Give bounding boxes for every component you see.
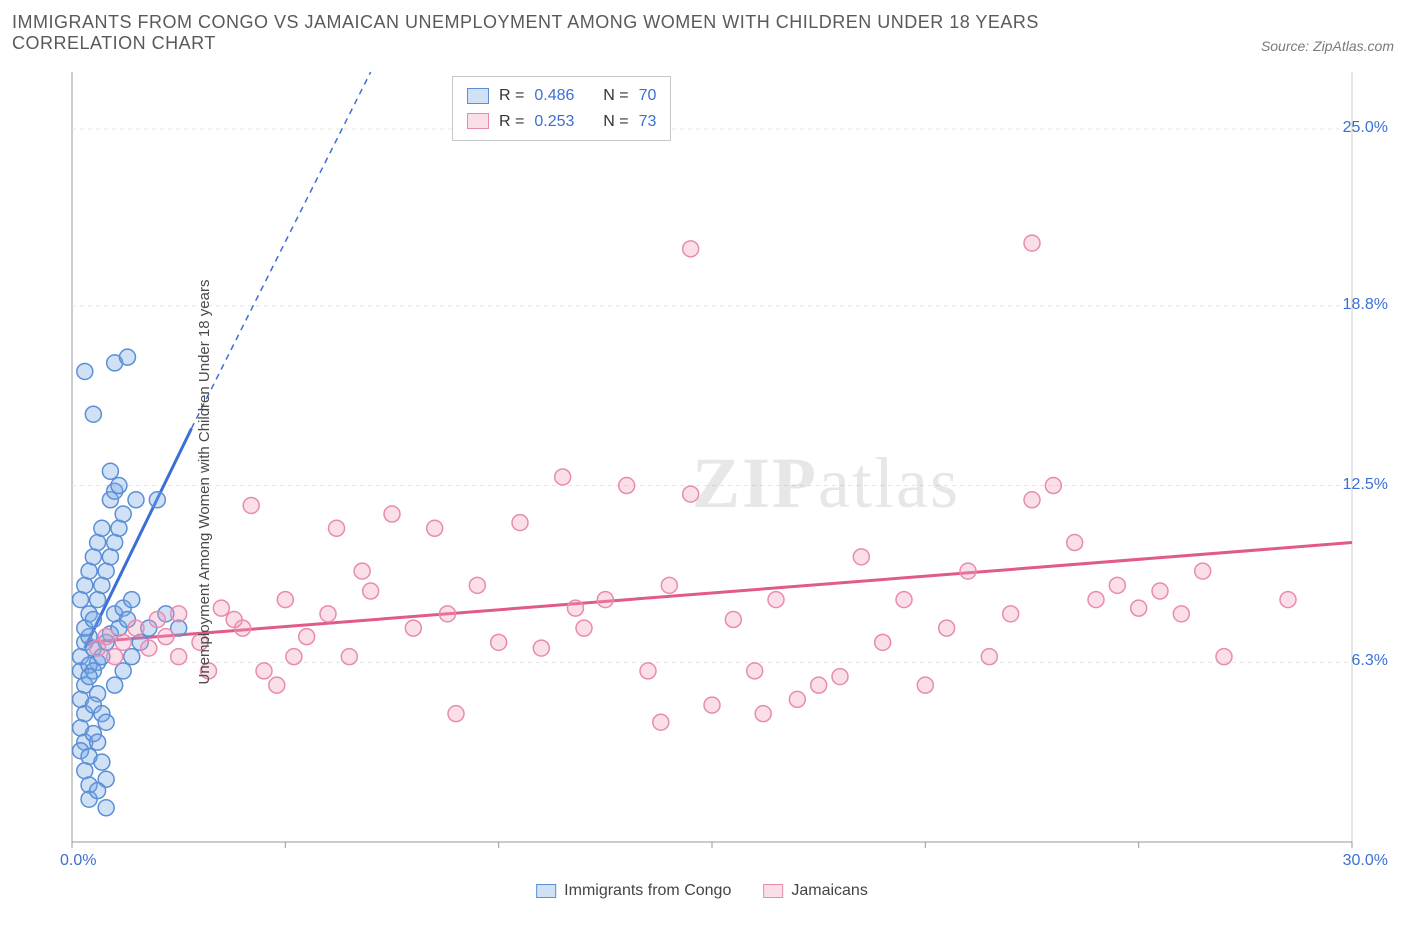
- x-axis-legend: Immigrants from Congo Jamaicans: [536, 882, 868, 900]
- x-tick-label: 30.0%: [1343, 852, 1388, 870]
- y-tick-label: 18.8%: [1343, 296, 1388, 314]
- x-swatch-jamaican: [763, 884, 783, 898]
- x-legend-label-1: Immigrants from Congo: [564, 882, 731, 900]
- chart-source: Source: ZipAtlas.com: [1261, 38, 1394, 54]
- stats-legend: R = 0.486 N = 70 R = 0.253 N = 73: [452, 76, 671, 141]
- y-axis-label: Unemployment Among Women with Children U…: [196, 280, 213, 685]
- chart-container: Unemployment Among Women with Children U…: [12, 62, 1392, 902]
- legend-row-1: R = 0.486 N = 70: [467, 83, 656, 109]
- scatter-plot-svg: [12, 62, 1392, 872]
- chart-title: IMMIGRANTS FROM CONGO VS JAMAICAN UNEMPL…: [12, 12, 1112, 54]
- y-tick-label: 6.3%: [1352, 652, 1388, 670]
- y-tick-label: 25.0%: [1343, 119, 1388, 137]
- x-tick-label: 0.0%: [60, 852, 96, 870]
- swatch-jamaican: [467, 113, 489, 129]
- y-tick-label: 12.5%: [1343, 476, 1388, 494]
- legend-row-2: R = 0.253 N = 73: [467, 109, 656, 135]
- swatch-congo: [467, 88, 489, 104]
- x-swatch-congo: [536, 884, 556, 898]
- x-legend-label-2: Jamaicans: [791, 882, 867, 900]
